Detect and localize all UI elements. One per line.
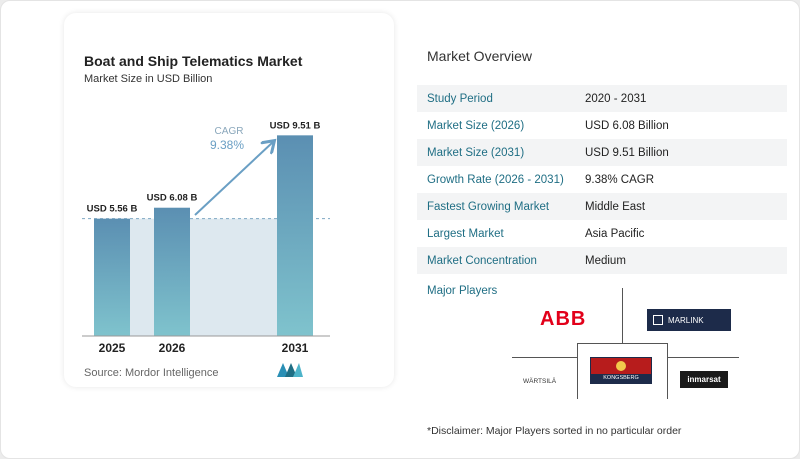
baseline-shade — [94, 218, 313, 336]
data-label: USD 6.08 B — [147, 193, 198, 204]
overview-row: Market Size (2026) USD 6.08 Billion — [417, 112, 787, 139]
x-tick-label: 2026 — [159, 341, 186, 355]
overview-row: Growth Rate (2026 - 2031) 9.38% CAGR — [417, 166, 787, 193]
cagr-value: 9.38% — [210, 138, 244, 152]
divider-line — [667, 357, 739, 358]
mordor-logo-icon — [277, 363, 303, 377]
disclaimer: *Disclaimer: Major Players sorted in no … — [427, 425, 682, 437]
overview-label: Study Period — [427, 92, 493, 105]
divider-line — [667, 343, 668, 399]
overview-value: 9.38% CAGR — [585, 173, 655, 186]
bar-chart: USD 5.56 B 2025 USD 6.08 B 2026 USD 9.51 B 20… — [82, 120, 330, 355]
marlink-logo: MARLINK — [647, 309, 731, 331]
overview-value: Medium — [585, 254, 626, 267]
overview-value: Middle East — [585, 200, 646, 213]
overview-value: 2020 - 2031 — [585, 92, 647, 105]
overview-row: Fastest Growing Market Middle East — [417, 193, 787, 220]
overview-row: Study Period 2020 - 2031 — [417, 85, 787, 112]
bar-2026 — [154, 207, 190, 336]
overview-value: USD 6.08 Billion — [585, 119, 669, 132]
overview-row: Market Concentration Medium — [417, 247, 787, 274]
kongsberg-text: KONGSBERG — [591, 374, 651, 383]
abb-logo: ABB — [540, 308, 587, 330]
overview-value: USD 9.51 Billion — [585, 146, 669, 159]
bar-2031 — [277, 135, 313, 336]
divider-line — [512, 357, 578, 358]
overview-label: Market Concentration — [427, 254, 537, 267]
kongsberg-logo: KONGSBERG — [590, 357, 652, 384]
chart-subtitle: Market Size in USD Billion — [84, 73, 213, 85]
cagr-arrow — [194, 142, 273, 216]
source-text: Source: Mordor Intelligence — [84, 367, 219, 379]
kongsberg-crest-icon — [591, 358, 651, 374]
marlink-text: MARLINK — [668, 315, 704, 325]
overview-title: Market Overview — [427, 48, 533, 64]
divider-line — [577, 343, 667, 344]
bar-2025 — [94, 218, 130, 336]
overview-row: Largest Market Asia Pacific — [417, 220, 787, 247]
data-label: USD 5.56 B — [87, 204, 138, 215]
x-tick-label: 2025 — [99, 341, 126, 355]
players-title: Major Players — [427, 285, 498, 297]
overview-label: Fastest Growing Market — [427, 200, 550, 213]
overview-value: Asia Pacific — [585, 227, 645, 240]
overview-label: Market Size (2031) — [427, 146, 525, 159]
divider-line — [577, 343, 578, 399]
overview-label: Largest Market — [427, 227, 504, 240]
inmarsat-logo: inmarsat — [680, 371, 728, 388]
divider-line — [622, 288, 623, 344]
chart-title: Boat and Ship Telematics Market — [84, 53, 303, 69]
x-tick-label: 2031 — [282, 341, 309, 355]
cagr-label: CAGR — [215, 126, 244, 137]
overview-label: Market Size (2026) — [427, 119, 525, 132]
wartsila-logo: WÄRTSILÄ — [523, 378, 557, 385]
data-label: USD 9.51 B — [270, 120, 321, 131]
overview-label: Growth Rate (2026 - 2031) — [427, 173, 564, 186]
marlink-icon — [653, 315, 663, 325]
overview-row: Market Size (2031) USD 9.51 Billion — [417, 139, 787, 166]
